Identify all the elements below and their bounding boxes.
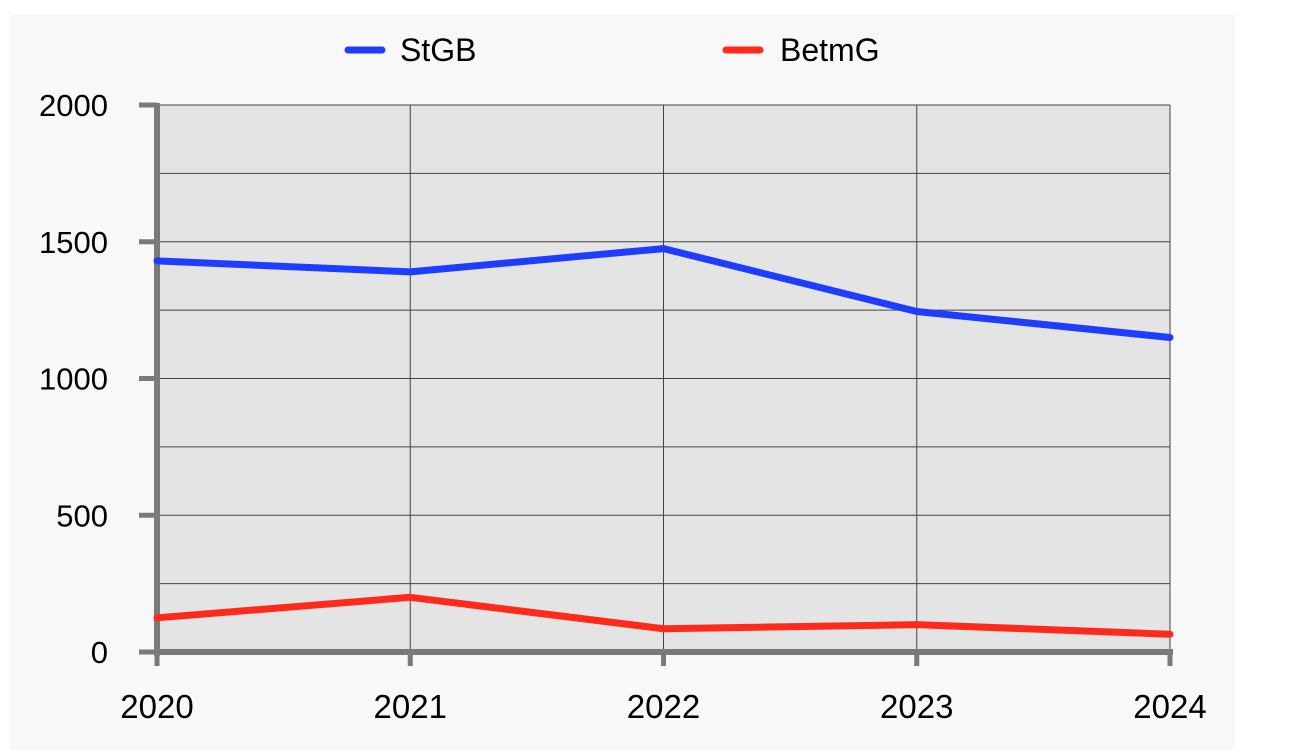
gridlines	[157, 104, 1171, 652]
y-tick-label: 1000	[39, 362, 108, 397]
x-tick-label: 2022	[627, 688, 700, 725]
legend: StGB BetmG	[344, 32, 880, 68]
x-tick-label: 2020	[120, 688, 193, 725]
axes	[139, 102, 1173, 666]
data-point	[1166, 333, 1174, 341]
data-point	[660, 245, 667, 253]
x-tick-label: 2021	[374, 688, 447, 725]
x-tick-label: 2023	[880, 688, 953, 725]
data-point	[913, 621, 921, 629]
series-group	[153, 245, 1174, 638]
x-tick-labels: 2020 2021 2022 2023 2024	[120, 688, 1206, 725]
x-tick-label: 2024	[1133, 688, 1206, 725]
data-point	[913, 307, 921, 315]
y-tick-labels: 0 500 1000 1500 2000	[39, 88, 108, 670]
data-point	[1166, 630, 1174, 638]
legend-label: BetmG	[780, 32, 880, 68]
y-tick-label: 1500	[39, 225, 108, 260]
y-tick-label: 500	[56, 498, 108, 533]
legend-label: StGB	[400, 32, 476, 68]
data-point	[406, 268, 414, 276]
data-point	[660, 625, 667, 633]
data-point	[153, 614, 161, 622]
data-point	[153, 257, 161, 265]
y-tick-label: 0	[91, 635, 108, 670]
y-tick-label: 2000	[39, 88, 108, 123]
data-point	[406, 593, 414, 601]
